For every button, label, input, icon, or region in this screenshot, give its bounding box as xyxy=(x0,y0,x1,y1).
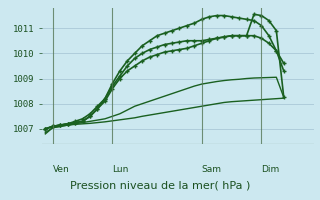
Text: Pression niveau de la mer( hPa ): Pression niveau de la mer( hPa ) xyxy=(70,181,250,191)
Text: Dim: Dim xyxy=(261,165,280,174)
Text: Lun: Lun xyxy=(112,165,129,174)
Text: Ven: Ven xyxy=(53,165,69,174)
Text: Sam: Sam xyxy=(202,165,222,174)
